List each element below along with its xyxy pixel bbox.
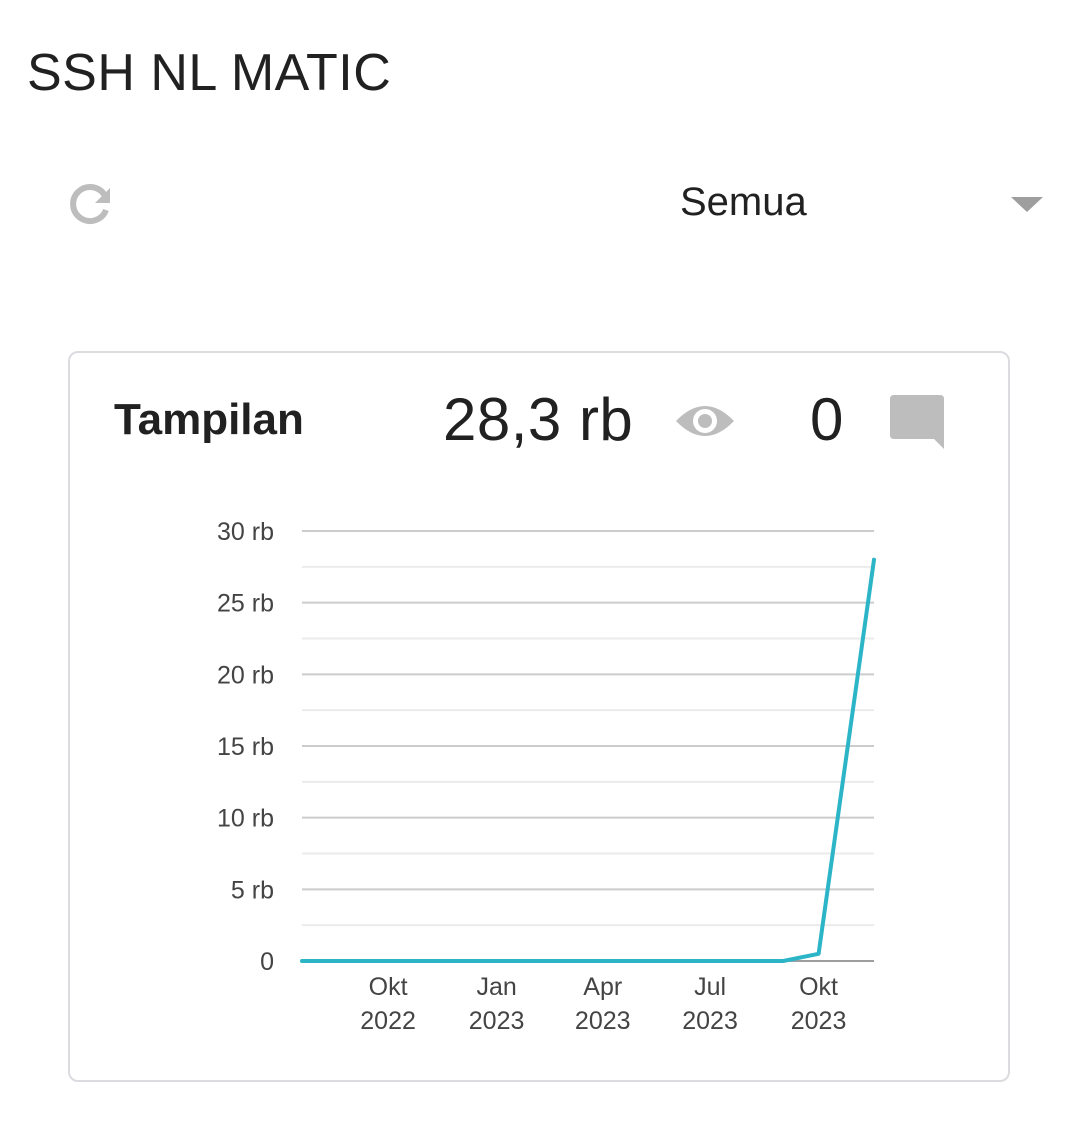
y-tick-label: 5 rb <box>231 876 274 904</box>
x-tick-label: Jan <box>476 973 516 1001</box>
y-tick-label: 0 <box>260 948 274 976</box>
period-selected-value: Semua <box>680 180 807 224</box>
toolbar: Semua <box>0 170 1080 240</box>
views-card: Tampilan 28,3 rb 0 0 5 rb 10 rb 15 rb 20 rb 2… <box>68 351 1010 1082</box>
y-tick-label: 20 rb <box>217 661 274 689</box>
y-tick-label: 10 rb <box>217 805 274 833</box>
comments-count: 0 <box>810 386 844 453</box>
refresh-icon <box>70 184 110 225</box>
period-dropdown[interactable]: Semua <box>660 170 1060 240</box>
comment-icon <box>890 395 944 449</box>
x-tick-label-year: 2023 <box>575 1007 631 1035</box>
y-tick-label: 25 rb <box>217 590 274 618</box>
page-title: SSH NL MATIC <box>27 44 392 102</box>
views-line-chart: 0 5 rb 10 rb 15 rb 20 rb 25 rb 30 rb Okt 2022 Jan… <box>217 518 876 1035</box>
x-tick-label-year: 2022 <box>360 1007 416 1035</box>
x-tick-label-year: 2023 <box>791 1007 847 1035</box>
card-title: Tampilan <box>114 395 304 444</box>
x-tick-label: Jul <box>694 973 726 1001</box>
x-tick-label: Okt <box>799 973 838 1001</box>
x-tick-label: Okt <box>369 973 408 1001</box>
views-series-line <box>300 557 876 963</box>
triangle-down-icon <box>1011 197 1043 212</box>
views-count: 28,3 rb <box>443 386 634 453</box>
x-tick-label: Apr <box>583 973 622 1001</box>
x-tick-label-year: 2023 <box>682 1007 738 1035</box>
x-tick-label-year: 2023 <box>469 1007 525 1035</box>
y-tick-label: 15 rb <box>217 733 274 761</box>
y-tick-label: 30 rb <box>217 518 274 546</box>
refresh-button[interactable] <box>64 178 116 230</box>
eye-icon <box>676 406 734 436</box>
